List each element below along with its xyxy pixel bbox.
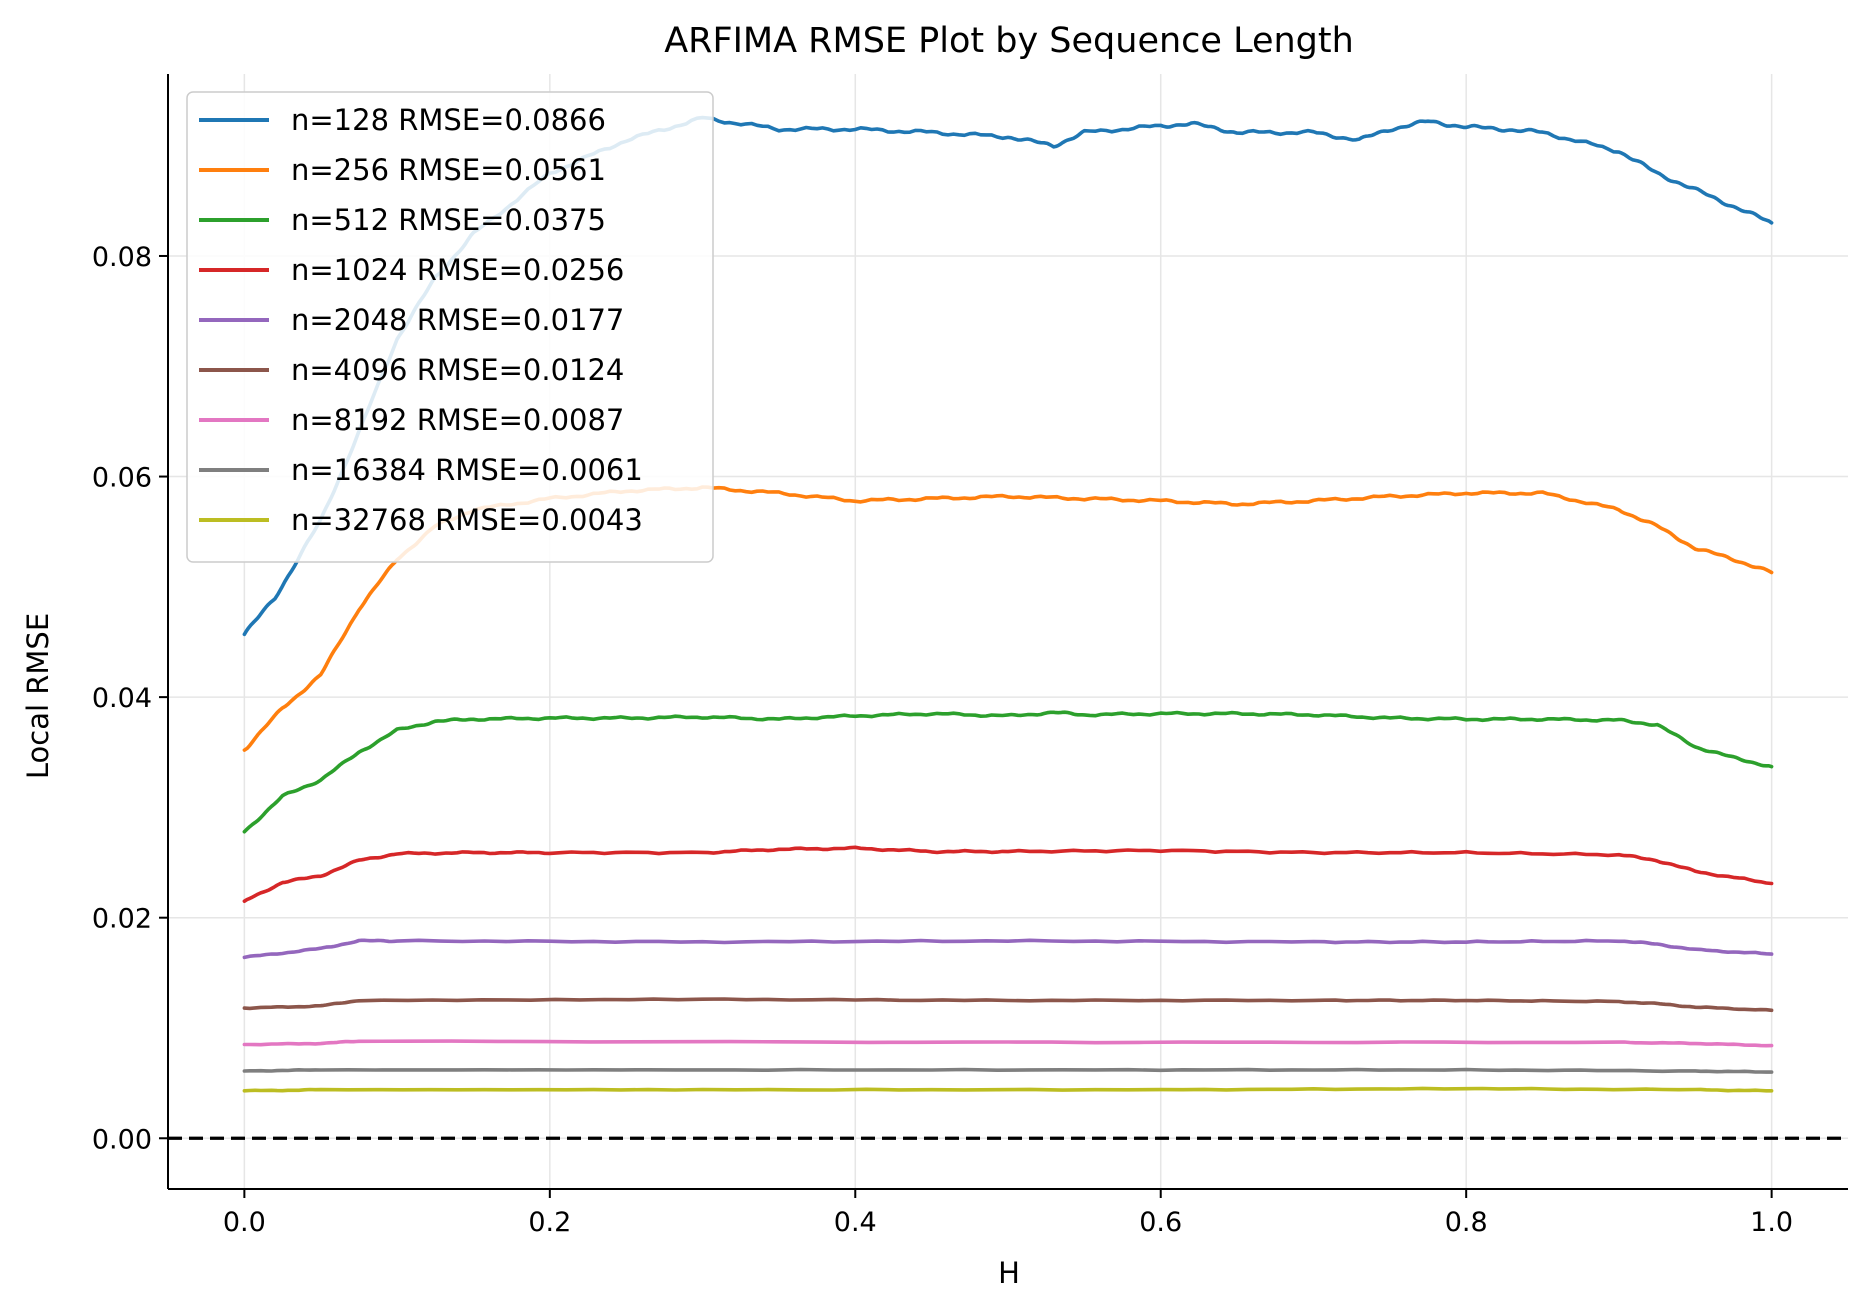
x-tick-label: 1.0	[1750, 1207, 1793, 1238]
series-line-5	[242, 938, 1774, 960]
y-tick-label: 0.02	[92, 904, 152, 935]
y-tick-label: 0.08	[92, 242, 152, 273]
x-tick-label: 0.6	[1139, 1207, 1182, 1238]
legend-entry-3: n=512 RMSE=0.0375	[291, 203, 606, 237]
y-tick-label: 0.00	[92, 1124, 152, 1155]
x-axis-label: H	[998, 1256, 1020, 1290]
legend: n=128 RMSE=0.0866 n=256 RMSE=0.0561 n=512 …	[186, 91, 714, 563]
series-line-6	[242, 997, 1774, 1013]
x-tick-label: 0.2	[528, 1207, 571, 1238]
y-axis-label: Local RMSE	[21, 613, 55, 779]
y-tick-label: 0.04	[92, 683, 152, 714]
series-line-3	[242, 710, 1774, 834]
series-line-8	[242, 1067, 1774, 1074]
legend-entry-6: n=4096 RMSE=0.0124	[291, 353, 624, 387]
legend-entry-8: n=16384 RMSE=0.0061	[291, 453, 643, 487]
x-tick-label: 0.4	[834, 1207, 877, 1238]
axes-layer: 0.0 0.2 0.4 0.6 0.8 1.0 0.00 0.02 0.04 0.06 0.08	[92, 74, 1848, 1238]
y-tick-label: 0.06	[92, 463, 152, 494]
series-line-4	[242, 845, 1774, 904]
legend-entry-4: n=1024 RMSE=0.0256	[291, 253, 624, 287]
series-line-9	[242, 1086, 1774, 1093]
legend-entry-7: n=8192 RMSE=0.0087	[291, 403, 624, 437]
grid-layer	[168, 74, 1848, 1189]
series-layer	[168, 115, 1848, 1140]
legend-entry-5: n=2048 RMSE=0.0177	[291, 303, 624, 337]
chart-title: ARFIMA RMSE Plot by Sequence Length	[664, 21, 1354, 61]
series-line-7	[242, 1039, 1774, 1048]
legend-entry-2: n=256 RMSE=0.0561	[291, 153, 606, 187]
legend-entry-9: n=32768 RMSE=0.0043	[291, 503, 643, 537]
legend-box	[186, 91, 714, 563]
legend-entry-1: n=128 RMSE=0.0866	[291, 103, 606, 137]
x-tick-label: 0.8	[1445, 1207, 1488, 1238]
x-tick-label: 0.0	[223, 1207, 266, 1238]
